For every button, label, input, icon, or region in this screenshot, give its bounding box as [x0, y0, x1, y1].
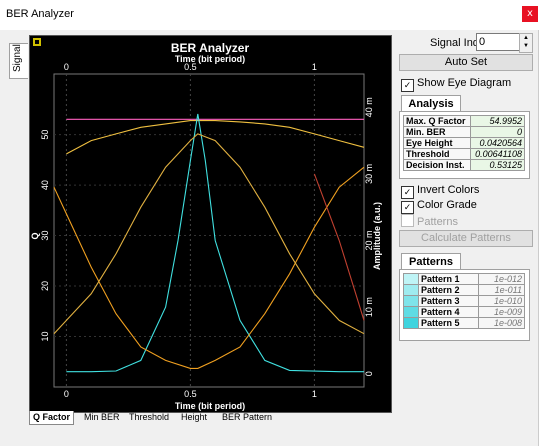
tab-height[interactable]: Height — [181, 412, 208, 422]
window-title: BER Analyzer — [6, 8, 74, 20]
spin-up-icon[interactable]: ▲ — [523, 35, 529, 41]
tab-q-factor[interactable]: Q Factor — [29, 411, 75, 425]
pattern-ber: 1e-011 — [478, 284, 525, 296]
right-tick-label: 40 m — [364, 97, 374, 117]
pattern-ber: 1e-009 — [478, 306, 525, 318]
right-tick-label: 10 m — [364, 297, 374, 317]
pattern-color-swatch — [403, 295, 419, 307]
right-tick-label: 30 m — [364, 164, 374, 184]
right-tick-label: 0 — [364, 371, 374, 376]
signal-index-input[interactable]: 0 — [476, 33, 522, 51]
window-edge — [538, 30, 546, 446]
show-eye-label: Show Eye Diagram — [417, 77, 512, 89]
pattern-color-swatch — [403, 306, 419, 318]
analysis-value: 54.9952 — [470, 115, 525, 127]
analysis-key: Max. Q Factor — [402, 115, 472, 127]
left-axis-label: Q — [30, 232, 40, 239]
top-axis-label: Time (bit period) — [175, 54, 245, 64]
series-line-6 — [313, 173, 365, 321]
pattern-name: Pattern 4 — [417, 306, 480, 318]
checkbox-empty-icon — [401, 214, 414, 227]
bottom-tick-label: 0.5 — [184, 389, 197, 399]
analysis-row: Eye Height 0.0420564 — [402, 137, 525, 149]
pattern-color-swatch — [403, 317, 419, 329]
left-tick-label: 10 — [40, 332, 50, 342]
analysis-key: Min. BER — [402, 126, 472, 138]
pattern-color-swatch — [403, 273, 419, 285]
series-line-4 — [53, 166, 365, 369]
pattern-row[interactable]: Pattern 2 1e-011 — [403, 284, 525, 296]
tab-signal[interactable]: Signal — [9, 43, 28, 79]
bottom-axis-label: Time (bit period) — [175, 401, 245, 411]
pattern-color-swatch — [403, 284, 419, 296]
close-button[interactable]: x — [522, 6, 538, 22]
invert-colors-label: Invert Colors — [417, 184, 480, 196]
pattern-ber: 1e-008 — [478, 317, 525, 329]
color-grade-checkbox[interactable]: ✓ Color Grade — [401, 199, 477, 214]
invert-colors-checkbox[interactable]: ✓ Invert Colors — [401, 184, 479, 199]
left-tick-label: 20 — [40, 281, 50, 291]
chart-svg: BER Analyzer Time (bit period) Time (bit… — [30, 36, 391, 412]
tab-analysis[interactable]: Analysis — [401, 95, 461, 113]
color-grade-label: Color Grade — [417, 199, 477, 211]
tab-threshold[interactable]: Threshold — [129, 412, 170, 422]
analysis-row: Threshold 0.00641108 — [402, 148, 525, 160]
analysis-key: Decision Inst. — [402, 159, 472, 171]
right-tick-label: 20 m — [364, 230, 374, 250]
signal-index-spinner[interactable]: ▲ ▼ — [519, 33, 533, 53]
pattern-ber: 1e-010 — [478, 295, 525, 307]
title-bar: BER Analyzer x — [0, 0, 546, 30]
auto-set-button[interactable]: Auto Set — [399, 54, 533, 71]
pattern-ber: 1e-012 — [478, 273, 525, 285]
tab-signal-label: Signal — [12, 44, 23, 72]
pattern-row[interactable]: Pattern 5 1e-008 — [403, 317, 525, 329]
pattern-name: Pattern 5 — [417, 317, 480, 329]
analysis-key: Eye Height — [402, 137, 472, 149]
series-line-1 — [66, 120, 365, 155]
tab-ber-pattern[interactable]: BER Pattern — [222, 412, 273, 422]
left-tick-label: 50 — [40, 130, 50, 140]
pattern-row[interactable]: Pattern 3 1e-010 — [403, 295, 525, 307]
pattern-name: Pattern 1 — [417, 273, 480, 285]
left-tick-label: 40 — [40, 180, 50, 190]
pattern-row[interactable]: Pattern 1 1e-012 — [403, 273, 525, 285]
analysis-key: Threshold — [402, 148, 472, 160]
patterns-checkbox[interactable]: Patterns — [401, 214, 458, 228]
checkmark-icon: ✓ — [401, 79, 414, 92]
signal-index-label: Signal Index — [430, 37, 491, 49]
checkmark-icon: ✓ — [401, 186, 414, 199]
pattern-row[interactable]: Pattern 4 1e-009 — [403, 306, 525, 318]
eye-diagram-chart[interactable]: BER Analyzer Time (bit period) Time (bit… — [29, 35, 392, 413]
analysis-value: 0.0420564 — [470, 137, 525, 149]
bottom-tick-label: 0 — [64, 389, 69, 399]
chart-settings-icon[interactable] — [33, 38, 41, 46]
top-tick-label: 0.5 — [184, 62, 197, 72]
analysis-table: Max. Q Factor 54.9952 Min. BER 0 Eye Height 0… — [402, 115, 525, 171]
right-axis-label: Amplitude (a.u.) — [372, 202, 382, 270]
series-line-5 — [53, 133, 365, 335]
analysis-value: 0.53125 — [470, 159, 525, 171]
chart-title: BER Analyzer — [171, 41, 250, 55]
top-tick-label: 0 — [64, 62, 69, 72]
tab-min-ber[interactable]: Min BER — [84, 412, 120, 422]
checkmark-icon: ✓ — [401, 201, 414, 214]
plot-area — [53, 73, 365, 388]
pattern-name: Pattern 3 — [417, 295, 480, 307]
series-line-3 — [66, 113, 364, 373]
analysis-row: Decision Inst. 0.53125 — [402, 159, 525, 171]
analysis-row: Min. BER 0 — [402, 126, 525, 138]
patterns-checkbox-label: Patterns — [417, 216, 458, 228]
analysis-row: Max. Q Factor 54.9952 — [402, 115, 525, 127]
analysis-value: 0.00641108 — [470, 148, 525, 160]
show-eye-checkbox[interactable]: ✓ Show Eye Diagram — [401, 77, 511, 92]
spin-down-icon[interactable]: ▼ — [523, 43, 529, 49]
calculate-patterns-button[interactable]: Calculate Patterns — [399, 230, 533, 247]
tab-patterns[interactable]: Patterns — [401, 253, 461, 271]
left-tick-label: 30 — [40, 231, 50, 241]
analysis-value: 0 — [470, 126, 525, 138]
pattern-name: Pattern 2 — [417, 284, 480, 296]
bottom-tick-label: 1 — [312, 389, 317, 399]
top-tick-label: 1 — [312, 62, 317, 72]
